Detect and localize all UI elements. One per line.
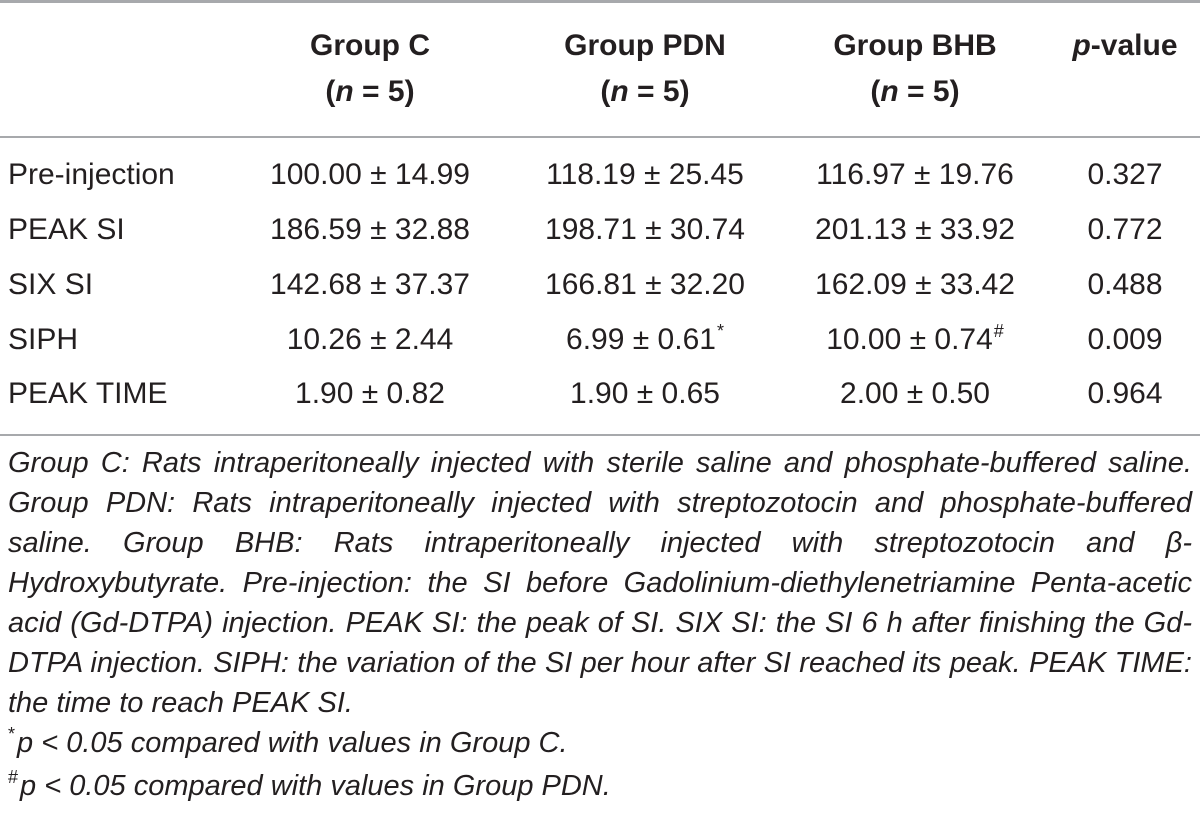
cell-group-pdn: 198.71 ± 30.74 (545, 213, 745, 246)
header-p-value: p-value (1072, 29, 1178, 62)
cell-p-value: 0.772 (1087, 213, 1163, 246)
table-row: Pre-injection 100.00 ± 14.99 118.19 ± 25… (0, 148, 1200, 202)
table-notes: Group C: Rats intraperitoneally injected… (8, 443, 1192, 809)
cell-group-pdn: 118.19 ± 25.45 (546, 158, 744, 191)
top-rule (0, 0, 1200, 3)
cell-p-value: 0.488 (1087, 268, 1163, 301)
significance-mark-vs-pdn: # (993, 321, 1004, 341)
footnote-vs-group-pdn: #p < 0.05 compared with values in Group … (8, 766, 1192, 809)
asterisk-mark: * (8, 724, 16, 744)
cell-group-c: 1.90 ± 0.82 (295, 377, 445, 410)
cell-p-value: 0.009 (1087, 323, 1163, 356)
header-group-c-n: (n = 5) (325, 75, 415, 108)
footnote-text: p < 0.05 compared with values in Group C… (17, 727, 568, 759)
header-rule (0, 136, 1200, 138)
footnote-vs-group-c: *p < 0.05 compared with values in Group … (8, 723, 1192, 766)
table-row: SIPH 10.26 ± 2.44 6.99 ± 0.61* 10.00 ± 0… (0, 313, 1200, 367)
cell-p-value: 0.964 (1087, 377, 1163, 410)
header-group-c-title: Group C (310, 29, 430, 62)
cell-group-bhb: 162.09 ± 33.42 (815, 268, 1015, 301)
cell-group-pdn: 1.90 ± 0.65 (570, 377, 720, 410)
cell-group-bhb: 2.00 ± 0.50 (840, 377, 990, 410)
cell-group-c: 186.59 ± 32.88 (270, 213, 470, 246)
cell-group-c: 10.26 ± 2.44 (286, 323, 454, 356)
header-group-pdn-title: Group PDN (564, 29, 726, 62)
cell-value: 6.99 ± 0.61 (566, 323, 716, 356)
cell-p-value: 0.327 (1087, 158, 1163, 191)
hash-mark: # (8, 767, 19, 787)
cell-group-bhb: 10.00 ± 0.74# (780, 313, 1050, 370)
header-group-pdn-n: (n = 5) (600, 75, 690, 108)
row-label: PEAK TIME (8, 377, 168, 410)
row-label: SIX SI (8, 268, 94, 301)
bottom-rule (0, 434, 1200, 436)
significance-mark-vs-c: * (716, 321, 724, 341)
cell-group-pdn: 166.81 ± 32.20 (545, 268, 745, 301)
footnote-text: p < 0.05 compared with values in Group P… (20, 770, 611, 802)
table-row: SIX SI 142.68 ± 37.37 166.81 ± 32.20 162… (0, 258, 1200, 312)
cell-group-bhb: 201.13 ± 33.92 (815, 213, 1015, 246)
cell-group-pdn: 6.99 ± 0.61* (510, 313, 780, 370)
abbreviation-definitions: Group C: Rats intraperitoneally injected… (8, 447, 1192, 719)
cell-value: 10.00 ± 0.74 (826, 323, 993, 356)
header-group-bhb-title: Group BHB (833, 29, 997, 62)
row-label: SIPH (8, 323, 79, 356)
row-label: PEAK SI (8, 213, 125, 246)
cell-group-c: 142.68 ± 37.37 (270, 268, 470, 301)
table-row: PEAK SI 186.59 ± 32.88 198.71 ± 30.74 20… (0, 203, 1200, 257)
table-row: PEAK TIME 1.90 ± 0.82 1.90 ± 0.65 2.00 ±… (0, 367, 1200, 421)
cell-group-bhb: 116.97 ± 19.76 (816, 158, 1014, 191)
header-group-bhb-n: (n = 5) (870, 75, 960, 108)
row-label: Pre-injection (8, 158, 175, 191)
cell-group-c: 100.00 ± 14.99 (270, 158, 470, 191)
